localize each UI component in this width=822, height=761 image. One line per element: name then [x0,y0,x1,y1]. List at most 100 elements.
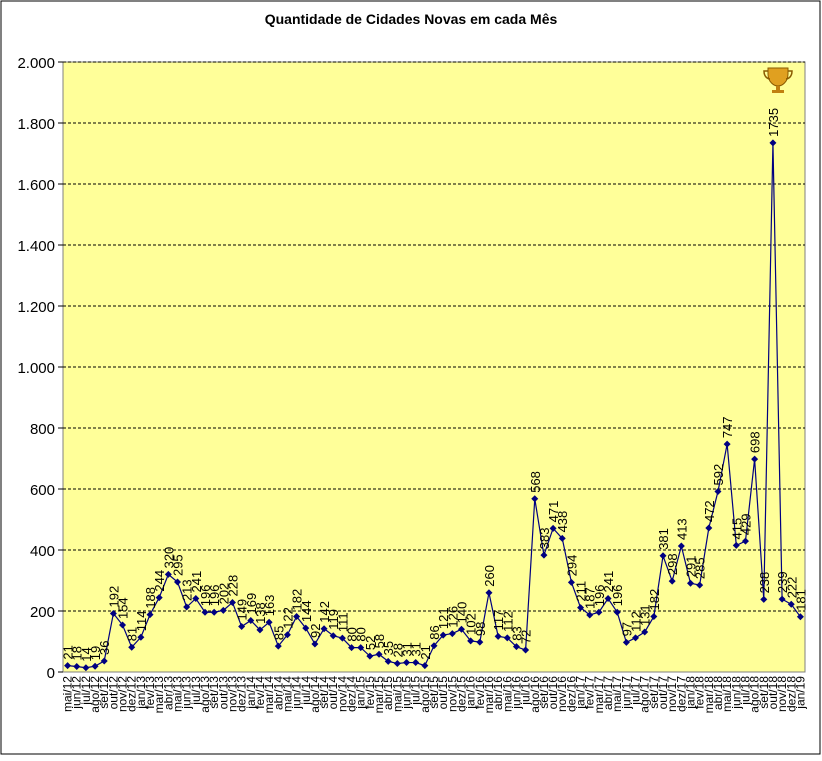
data-point [82,664,90,672]
x-tick-label: fev/15 [363,676,377,709]
x-tick-label: jan/17 [574,676,588,710]
data-point [586,611,594,619]
x-tick-label: jun/16 [509,676,523,710]
x-tick-label: out/17 [656,676,670,710]
x-tick-label: mar/14 [262,676,276,714]
x-tick-label: dez/18 [784,676,798,712]
data-label: 196 [610,585,625,607]
data-label: 154 [116,597,131,619]
x-tick-label: jul/13 [189,676,203,706]
data-label: 383 [537,527,552,549]
x-tick-label: jan/14 [244,676,258,710]
data-point [796,613,804,621]
data-label: 114 [134,610,149,631]
x-tick-label: nov/17 [665,676,679,712]
data-label: 213 [180,579,195,601]
data-label: 31 [409,642,424,656]
data-label: 413 [674,518,689,540]
data-label: 241 [601,571,616,593]
data-label: 192 [106,586,121,608]
data-point [192,594,200,602]
data-label: 81 [125,627,140,641]
x-tick-label: ago/17 [638,676,652,713]
data-label: 438 [555,511,570,533]
data-label: 285 [693,557,708,579]
data-point [531,495,539,503]
data-label: 472 [702,500,717,522]
x-tick-label: out/14 [326,676,340,710]
data-point [540,551,548,559]
data-label: 102 [464,613,479,635]
data-point [613,608,621,616]
x-tick-label: ago/12 [88,676,102,713]
x-tick-label: fev/16 [473,676,487,709]
x-tick-label: mai/16 [500,676,514,712]
data-label: 228 [225,575,240,597]
data-label: 83 [509,626,524,640]
data-point [366,652,374,660]
data-point [274,642,282,650]
data-point [732,541,740,549]
data-label: 238 [757,572,772,594]
data-point [769,139,777,147]
data-point [503,634,511,642]
data-label: 471 [546,501,561,523]
data-label: 698 [748,431,763,453]
data-label: 222 [784,577,799,599]
x-tick-label: jan/19 [793,676,807,710]
x-tick-label: abr/13 [161,676,175,710]
data-label: 35 [381,641,396,655]
data-point [622,638,630,646]
data-label: 188 [143,587,158,609]
data-label: 14 [79,647,94,661]
data-point [677,542,685,550]
data-label: 131 [638,604,653,626]
data-label: 80 [354,627,369,641]
data-point [137,633,145,641]
data-point [659,552,667,560]
x-tick-label: jul/12 [79,676,93,706]
data-label: 568 [528,471,543,493]
x-tick-label: dez/17 [674,676,688,712]
data-point [128,643,136,651]
x-tick-label: set/15 [427,676,441,709]
data-point [512,643,520,651]
data-point [228,598,236,606]
data-label: 260 [482,565,497,587]
data-label: 21 [418,645,433,659]
data-point [174,578,182,586]
x-tick-label: mai/15 [390,676,404,712]
data-label: 163 [262,595,277,617]
y-tick-label: 1.800 [17,116,55,133]
data-label: 196 [207,585,222,607]
data-point [219,606,227,614]
y-tick-label: 1.600 [17,177,55,194]
x-tick-label: abr/16 [491,676,505,710]
data-label: 86 [427,625,442,639]
x-tick-label: jun/17 [619,676,633,710]
x-tick-label: set/18 [757,676,771,709]
data-point [238,623,246,631]
data-point [430,642,438,650]
data-label: 202 [216,583,231,605]
data-point [549,524,557,532]
data-label: 196 [592,585,607,607]
x-tick-label: mai/13 [171,676,185,712]
data-point [494,632,502,640]
data-point [641,628,649,636]
data-label: 126 [445,606,460,628]
data-label: 80 [345,627,360,641]
data-point [311,640,319,648]
data-point [109,609,117,617]
x-tick-label: jan/15 [354,676,368,710]
data-point [338,634,346,642]
x-tick-label: abr/14 [271,676,285,710]
data-point [256,626,264,634]
data-label: 142 [317,601,332,623]
data-label: 121 [436,607,451,629]
data-label: 31 [400,642,415,656]
data-label: 182 [647,589,662,611]
data-label: 298 [665,553,680,575]
x-tick-label: jan/18 [683,676,697,710]
x-tick-label: fev/17 [583,676,597,709]
